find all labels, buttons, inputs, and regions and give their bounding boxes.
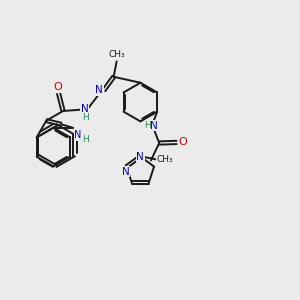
- Text: N: N: [122, 167, 130, 177]
- Text: N: N: [81, 104, 89, 114]
- Text: N: N: [74, 130, 82, 140]
- Text: N: N: [150, 121, 158, 131]
- Text: H: H: [82, 134, 88, 143]
- Text: O: O: [54, 82, 62, 92]
- Text: H: H: [144, 121, 150, 130]
- Text: N: N: [95, 85, 103, 95]
- Text: CH₃: CH₃: [157, 155, 173, 164]
- Text: CH₃: CH₃: [109, 50, 126, 59]
- Text: H: H: [82, 113, 88, 122]
- Text: O: O: [179, 137, 188, 147]
- Text: N: N: [136, 152, 144, 161]
